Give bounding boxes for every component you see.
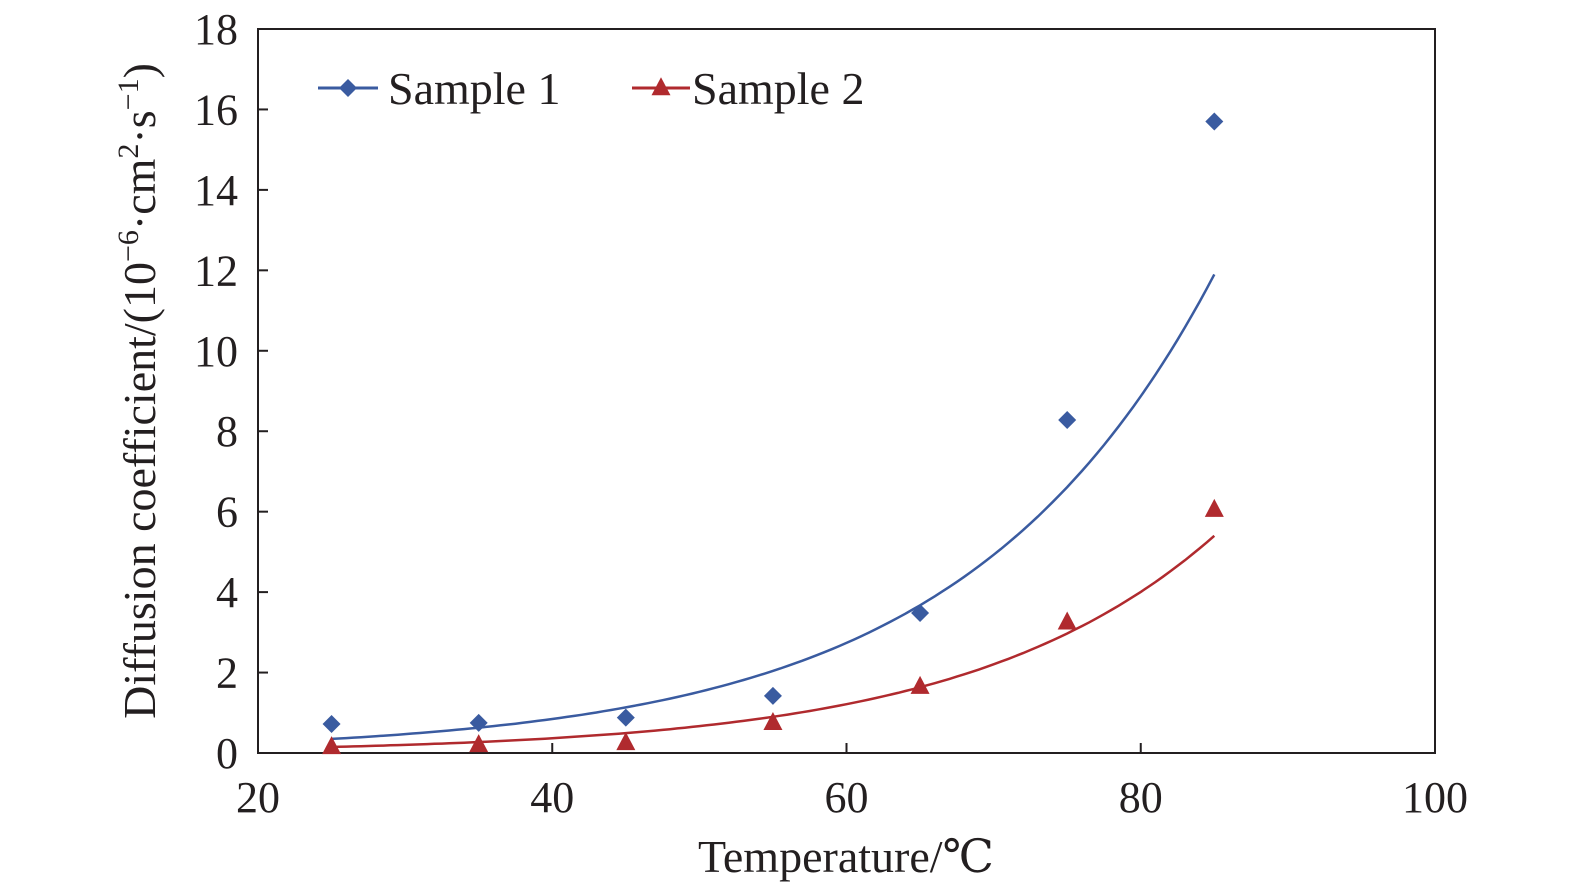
- legend-marker-diamond: [339, 79, 357, 97]
- data-point-triangle: [910, 675, 930, 694]
- y-tick-label: 18: [194, 5, 238, 54]
- legend-label: Sample 1: [388, 63, 560, 114]
- fit-curve-diamond: [331, 273, 1216, 741]
- y-tick-label: 16: [194, 85, 238, 134]
- data-point-diamond: [1205, 112, 1224, 131]
- data-point-triangle: [1204, 498, 1224, 517]
- axis-ticks: 20 40 60 80 100 0 2 4 6 8 10 12 14 16 18: [194, 5, 1468, 822]
- x-tick-label: 40: [530, 773, 574, 822]
- data-point-diamond: [911, 604, 930, 623]
- legend-label: Sample 2: [692, 63, 864, 114]
- y-tick-label: 12: [194, 246, 238, 295]
- data-point-diamond: [616, 708, 635, 727]
- data-point-triangle: [763, 712, 783, 731]
- x-tick-label: 100: [1402, 773, 1468, 822]
- y-axis-title: Diffusion coefficient/(10−6·cm2·s−1): [112, 63, 165, 719]
- y-tick-label: 4: [216, 568, 238, 617]
- y-axis-title-prefix: Diffusion coefficient/(10: [114, 262, 165, 719]
- y-tick-label: 6: [216, 488, 238, 537]
- data-point-diamond: [469, 713, 488, 732]
- y-axis-title-middle: ·cm: [114, 158, 165, 230]
- y-tick-label: 10: [194, 327, 238, 376]
- y-tick-label: 0: [216, 729, 238, 778]
- y-axis-title-exp1: −6: [112, 230, 145, 262]
- legend-marker-triangle: [651, 77, 671, 96]
- x-tick-label: 80: [1119, 773, 1163, 822]
- data-points: [322, 112, 1224, 755]
- y-tick-label: 14: [194, 166, 238, 215]
- y-axis-title-middle2: ·s: [114, 110, 165, 143]
- y-axis-title-exp3: −1: [112, 78, 145, 110]
- x-tick-label: 60: [825, 773, 869, 822]
- data-point-triangle: [322, 736, 342, 755]
- data-point-triangle: [616, 732, 636, 751]
- data-point-triangle: [1057, 611, 1077, 630]
- data-point-triangle: [469, 734, 489, 753]
- x-tick-label: 20: [236, 773, 280, 822]
- data-point-diamond: [763, 686, 782, 705]
- legend: Sample 1 Sample 2: [318, 63, 864, 114]
- y-tick-label: 8: [216, 407, 238, 456]
- y-axis-title-exp2: 2: [112, 144, 145, 159]
- y-tick-label: 2: [216, 649, 238, 698]
- data-point-diamond: [1058, 410, 1077, 429]
- data-point-diamond: [322, 715, 341, 734]
- fit-curves: [331, 273, 1216, 749]
- y-axis-title-suffix: ): [114, 63, 165, 78]
- x-axis-title: Temperature/℃: [698, 831, 994, 882]
- plot-frame: [257, 28, 1436, 754]
